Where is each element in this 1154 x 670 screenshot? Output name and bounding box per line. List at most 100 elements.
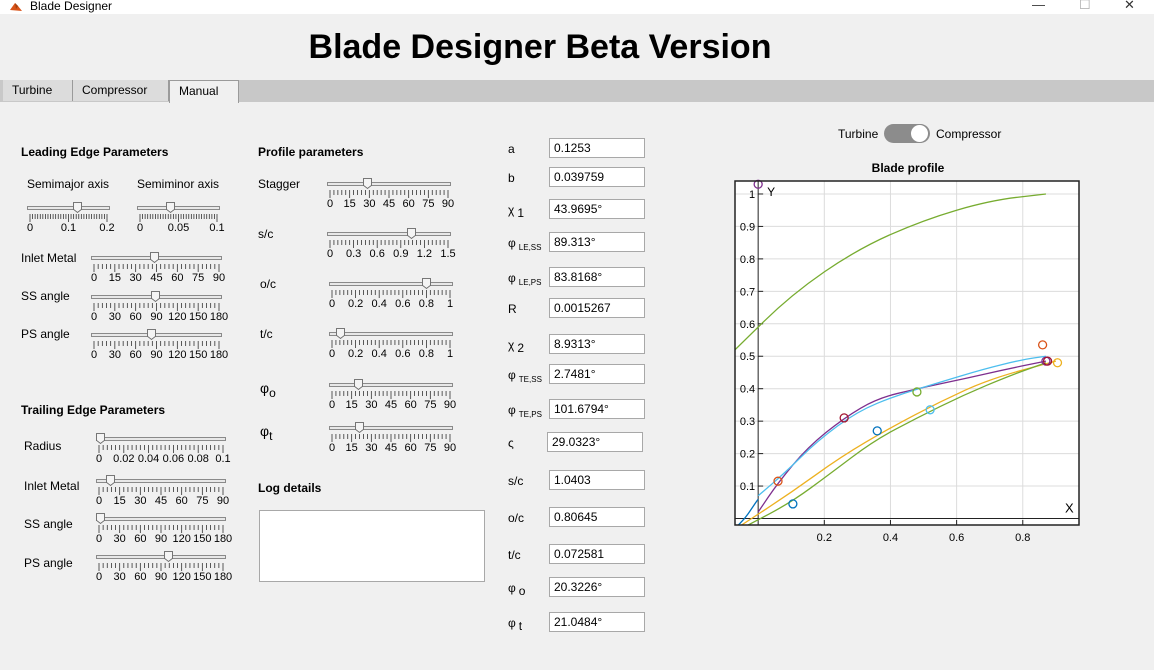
slider-tick-label: 150 xyxy=(188,349,208,361)
radius-slider[interactable]: 0 0.02 0.04 0.06 0.08 0.1 xyxy=(95,430,231,468)
slider-tick-label: 150 xyxy=(193,533,212,545)
te-inlet-metal-slider[interactable]: 0 15 30 45 60 75 90 xyxy=(95,472,229,510)
plot-border xyxy=(734,180,1080,526)
slider-tick-label: 60 xyxy=(129,311,142,323)
slider-thumb[interactable] xyxy=(95,513,105,524)
slider-tick-label: 0 xyxy=(95,495,103,507)
semiminor-slider[interactable]: 0 0.05 0.1 xyxy=(137,199,225,237)
semimajor-slider[interactable]: 0 0.1 0.2 xyxy=(27,199,115,237)
slider-thumb[interactable] xyxy=(95,433,105,444)
slider-thumb[interactable] xyxy=(363,178,373,189)
switch-knob[interactable] xyxy=(910,124,929,143)
slider-track[interactable] xyxy=(91,333,222,337)
param-value-box[interactable]: 43.9695° xyxy=(549,199,645,219)
slider-tick-label: 75 xyxy=(424,442,437,454)
slider-thumb[interactable] xyxy=(150,252,160,263)
slider-thumb[interactable] xyxy=(335,328,345,339)
slider-track[interactable] xyxy=(27,206,110,210)
le-inlet-metal-slider[interactable]: 0 15 30 45 60 75 90 xyxy=(90,249,225,287)
data-point-marker xyxy=(839,413,849,423)
param-value-box[interactable]: 0.039759 xyxy=(549,167,645,187)
slider-track[interactable] xyxy=(96,479,226,483)
slider-tick-label: 0 xyxy=(90,272,98,284)
slider-track[interactable] xyxy=(96,517,226,521)
slider-track[interactable] xyxy=(329,282,453,286)
slider-tick-label: 75 xyxy=(196,495,209,507)
te-ss-angle-slider[interactable]: 0 30 60 90 120 150 180 xyxy=(95,510,232,548)
slider-thumb[interactable] xyxy=(106,475,116,486)
data-point-marker xyxy=(912,387,922,397)
slider-thumb[interactable] xyxy=(73,202,83,213)
slider-tick-label: 150 xyxy=(193,571,212,583)
param-value-box[interactable]: 2.7481° xyxy=(549,364,645,384)
slider-tick-label: 0.04 xyxy=(137,453,160,465)
window-title: Blade Designer xyxy=(30,0,113,13)
tab-compressor[interactable]: Compressor xyxy=(73,80,169,101)
matlab-icon xyxy=(10,3,22,11)
tab-manual[interactable]: Manual xyxy=(169,80,239,103)
slider-tick-label: 60 xyxy=(402,198,415,210)
te-ps-angle-slider[interactable]: 0 30 60 90 120 150 180 xyxy=(96,548,232,586)
phi-o-label: φo xyxy=(260,380,276,400)
slider-thumb[interactable] xyxy=(406,228,416,239)
param-value-box[interactable]: 1.0403 xyxy=(549,470,645,490)
slider-tick-label: 1 xyxy=(446,298,454,310)
leading-edge-title: Leading Edge Parameters xyxy=(21,145,169,159)
param-value-box[interactable]: 89.313° xyxy=(549,232,645,252)
slider-thumb[interactable] xyxy=(164,551,174,562)
slider-track[interactable] xyxy=(96,437,226,441)
slider-track[interactable] xyxy=(329,426,453,430)
phi-o-slider[interactable]: 0 15 30 45 60 75 90 xyxy=(329,376,456,414)
le-ss-angle-slider[interactable]: 0 30 60 90 120 150 180 xyxy=(91,288,228,326)
slider-tick-label: 45 xyxy=(384,399,398,411)
slider-track[interactable] xyxy=(329,383,453,387)
param-value-box[interactable]: 20.3226° xyxy=(549,577,645,597)
slider-thumb[interactable] xyxy=(422,278,432,289)
slider-thumb[interactable] xyxy=(354,422,364,433)
oc-slider[interactable]: 0 0.2 0.4 0.6 0.8 1 xyxy=(329,275,453,313)
param-value-box[interactable]: 83.8168° xyxy=(549,267,645,287)
param-value-box[interactable]: 0.0015267 xyxy=(549,298,645,318)
slider-tick-label: 75 xyxy=(424,399,437,411)
slider-tick-label: 30 xyxy=(113,571,126,583)
y-tick-label: 0.6 xyxy=(740,319,755,331)
tab-turbine[interactable]: Turbine xyxy=(3,80,73,101)
slider-tick-label: 0.6 xyxy=(395,348,411,360)
slider-track[interactable] xyxy=(327,232,451,236)
log-details-box[interactable] xyxy=(259,510,485,582)
close-button[interactable]: ✕ xyxy=(1124,0,1135,12)
slider-tick-label: 60 xyxy=(404,399,417,411)
param-value-box[interactable]: 29.0323° xyxy=(547,432,643,452)
param-value-box[interactable]: 0.80645 xyxy=(549,507,645,527)
plot-area xyxy=(735,181,1079,525)
param-name: a xyxy=(508,142,515,156)
slider-track[interactable] xyxy=(327,182,451,186)
maximize-button[interactable]: ☐ xyxy=(1079,0,1091,12)
slider-tick-label: 120 xyxy=(168,311,187,323)
le-ps-angle-slider[interactable]: 0 30 60 90 120 150 180 xyxy=(91,326,228,364)
chart-title: Blade profile xyxy=(871,161,945,175)
slider-tick-label: 0 xyxy=(326,248,334,260)
slider-thumb[interactable] xyxy=(147,329,157,340)
slider-ticks xyxy=(329,240,449,248)
slider-track[interactable] xyxy=(96,555,226,559)
slider-track[interactable] xyxy=(329,332,453,336)
tc-slider[interactable]: 0 0.2 0.4 0.6 0.8 1 xyxy=(329,325,453,363)
trailing-edge-title: Trailing Edge Parameters xyxy=(21,403,166,417)
minimize-button[interactable]: — xyxy=(1032,0,1045,12)
slider-track[interactable] xyxy=(137,206,220,210)
param-value-box[interactable]: 0.1253 xyxy=(549,138,645,158)
slider-thumb[interactable] xyxy=(165,202,175,213)
stagger-slider[interactable]: 0 15 30 45 60 75 90 xyxy=(327,175,454,213)
param-value-box[interactable]: 0.072581 xyxy=(549,544,645,564)
param-name: b xyxy=(508,171,515,185)
slider-tick-label: 45 xyxy=(150,272,163,284)
slider-thumb[interactable] xyxy=(151,291,161,302)
param-value-box[interactable]: 8.9313° xyxy=(549,334,645,354)
phi-t-slider[interactable]: 0 15 30 45 60 75 90 xyxy=(329,419,456,457)
slider-ticks xyxy=(331,340,451,348)
param-value-box[interactable]: 21.0484° xyxy=(549,612,645,632)
param-value-box[interactable]: 101.6794° xyxy=(549,399,645,419)
sc-slider[interactable]: 0 0.3 0.6 0.9 1.2 1.5 xyxy=(326,225,456,263)
slider-thumb[interactable] xyxy=(353,379,363,390)
